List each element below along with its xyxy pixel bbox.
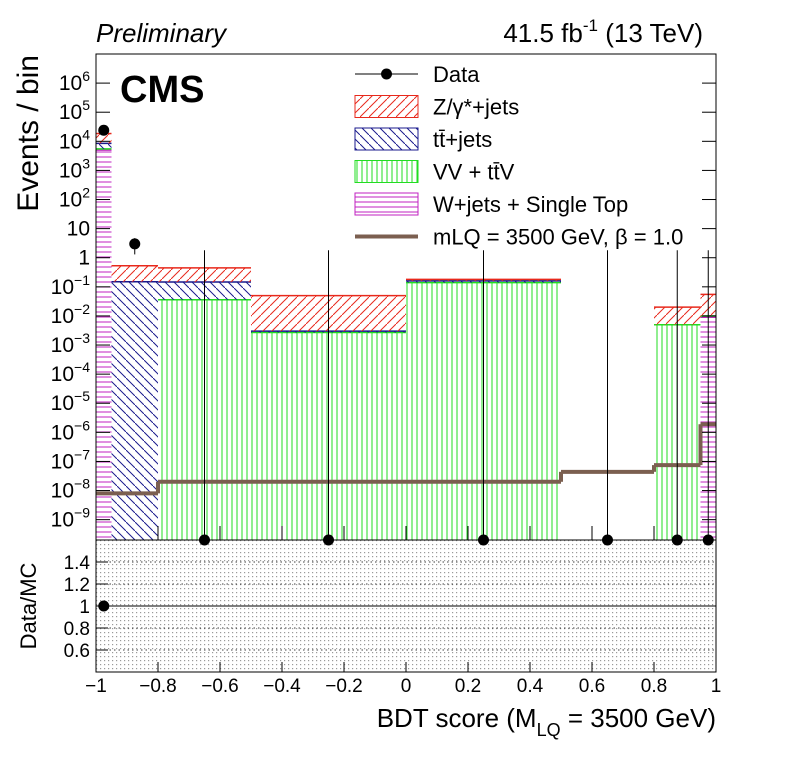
y-tick-label: 105 [59,97,90,124]
y-tick-exponent: −6 [74,417,90,433]
y-tick-label: 10 [67,218,90,241]
y-tick-base: 10 [51,421,74,444]
y-tick-label: 103 [59,155,90,182]
legend-label: W+jets + Single Top [433,192,628,217]
y-tick-label: 10−5 [51,388,91,415]
data-point [98,124,110,136]
legend-swatch [354,127,419,151]
stack-bar [96,133,112,144]
ratio-y-tick-label: 1.2 [64,575,90,596]
y-tick-label: 10−7 [51,446,91,473]
y-tick-label: 10−2 [51,301,91,328]
stack-bar [111,265,158,282]
x-tick-label: −0.8 [139,676,177,697]
y-tick-label: 10−8 [51,476,91,503]
legend-label: VV + tt̄V [433,160,515,185]
x-tick-label: −0.4 [263,676,301,697]
y-tick-exponent: 4 [82,126,90,142]
x-tick-label: 0.4 [517,676,544,697]
y-tick-base: 10 [51,392,74,415]
y-tick-base: 10 [51,334,74,357]
y-tick-base: 10 [67,218,90,241]
x-tick-label: 0.2 [455,676,481,697]
y-tick-label: 10−9 [51,505,91,532]
y-tick-exponent: −9 [74,505,90,521]
y-tick-base: 10 [51,276,74,299]
ratio-y-tick-label: 1 [79,597,90,618]
y-tick-base: 1 [78,247,90,270]
y-tick-label: 106 [59,68,90,95]
legend-swatch [354,95,419,118]
y-tick-exponent: −5 [74,388,90,404]
y-tick-exponent: 2 [82,185,90,201]
data-point [129,238,141,250]
y-tick-base: 10 [51,305,74,328]
y-tick-label: 10−3 [51,330,91,357]
ratio-point [98,600,110,612]
x-tick-label: 0 [401,676,412,697]
y-tick-exponent: −7 [74,446,90,462]
x-title-end: = 3500 GeV) [561,703,716,733]
ratio-y-tick-label: 0.6 [64,641,90,662]
x-tick-label: −0.6 [201,676,239,697]
x-tick-label: −1 [85,676,107,697]
stack-bar [96,143,112,149]
cms-label: CMS [120,69,204,111]
legend-swatch [354,160,419,183]
legend-label: Data [433,62,480,87]
y-tick-label: 1 [78,247,90,270]
y-tick-exponent: 3 [82,155,90,171]
y-tick-exponent: 6 [82,68,90,84]
y-tick-base: 10 [51,450,74,473]
stack-bar [111,281,158,540]
legend-label: Z/γ*+jets [433,95,519,120]
lumi-sup: -1 [583,16,598,35]
y-tick-base: 10 [59,72,82,95]
lumi: 41.5 fb-1 (13 TeV) [503,16,703,48]
legend-marker [381,68,392,80]
preliminary: Preliminary [96,18,228,48]
legend-swatch [354,192,419,216]
y-tick-base: 10 [59,159,82,182]
x-tick-label: 1 [711,676,722,697]
y-tick-base: 10 [51,480,74,503]
y-tick-label: 104 [59,126,90,153]
ratio-y-tick-label: 1.4 [64,553,91,574]
y-tick-base: 10 [59,101,82,124]
lumi-text: 41.5 fb [503,18,583,48]
y-tick-exponent: −4 [74,359,90,375]
y-tick-exponent: −3 [74,330,90,346]
y-tick-exponent: −2 [74,301,90,317]
y-tick-exponent: −8 [74,476,90,492]
y-axis-title: Events / bin [12,55,45,212]
x-tick-label: 0.6 [579,676,605,697]
x-axis-title: BDT score (MLQ = 3500 GeV) [377,703,716,740]
y-tick-exponent: −1 [74,272,90,288]
y-tick-base: 10 [59,189,82,212]
ratio-y-tick-label: 0.8 [64,619,90,640]
lumi-energy: (13 TeV) [598,18,703,48]
x-tick-label: −0.2 [325,676,363,697]
x-title-text: BDT score (M [377,703,537,733]
y-tick-exponent: 5 [82,97,90,113]
y-tick-label: 10−4 [51,359,91,386]
y-tick-label: 10−6 [51,417,91,444]
y-tick-label: 10−1 [51,272,91,299]
y-tick-label: 102 [59,185,90,212]
legend-label: tt̄+jets [433,127,492,152]
ratio-y-axis-title: Data/MC [16,562,41,649]
y-tick-base: 10 [59,130,82,153]
y-tick-base: 10 [51,509,74,532]
legend-label: mLQ = 3500 GeV, β = 1.0 [433,225,683,250]
y-tick-base: 10 [51,363,74,386]
x-tick-label: 0.8 [641,676,667,697]
x-title-sub: LQ [537,720,561,740]
